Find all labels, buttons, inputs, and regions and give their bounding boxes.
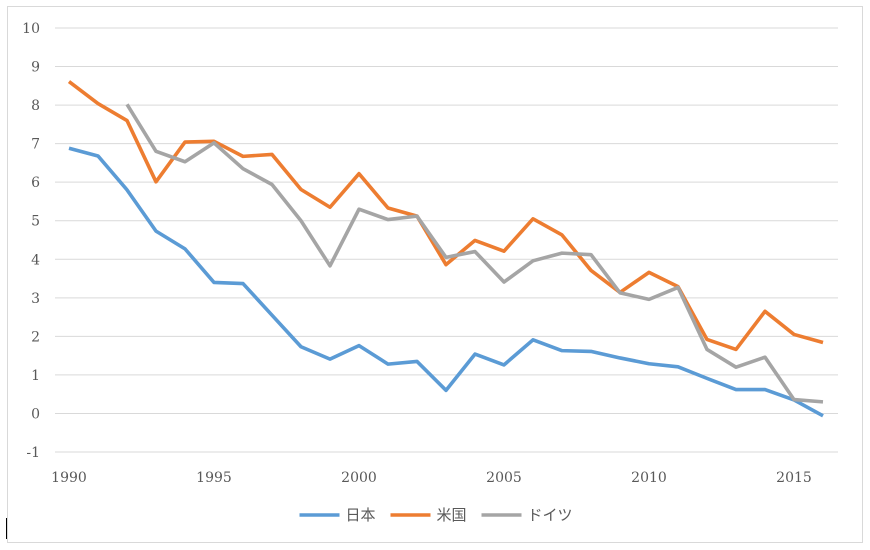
y-tick-label: -1 [26,445,40,461]
legend-item-2: ドイツ [481,506,573,524]
x-tick-label: 2005 [486,470,522,486]
x-tick-label: 2010 [631,470,667,486]
legend-item-0: 日本 [299,506,376,524]
y-tick-label: 5 [31,214,40,230]
y-tick-label: 8 [31,98,40,114]
y-tick-label: 9 [31,60,40,76]
legend-label: 日本 [346,506,376,524]
x-tick-label: 2015 [776,470,812,486]
legend-label: ドイツ [528,506,573,524]
series-2 [125,103,824,404]
legend-item-1: 米国 [390,506,467,524]
series-line-2 [125,103,824,404]
y-tick-label: 0 [31,406,40,422]
y-tick-label: 1 [31,368,40,384]
axis-layer: -1 0 1 2 3 4 5 6 7 8 9 10 1990 1995 2000 2005 2010 2015 [22,21,812,486]
y-tick-label: 3 [31,291,40,307]
series-line-0 [68,146,824,418]
y-tick-label: 6 [31,175,40,191]
y-tick-label: 4 [31,252,40,268]
legend-label: 米国 [437,506,467,524]
series-1 [67,80,824,352]
y-tick-label: 7 [31,137,40,153]
text-cursor [6,518,7,539]
x-tick-label: 2000 [341,470,377,486]
series-layer [67,80,824,418]
x-tick-label: 1995 [196,470,232,486]
series-0 [68,146,824,418]
y-tick-label: 10 [22,21,40,37]
x-tick-label: 1990 [51,470,87,486]
y-tick-label: 2 [31,329,40,345]
series-line-1 [67,80,824,352]
legend: 日本 米国 ドイツ [299,506,573,524]
chart-frame [7,6,863,543]
